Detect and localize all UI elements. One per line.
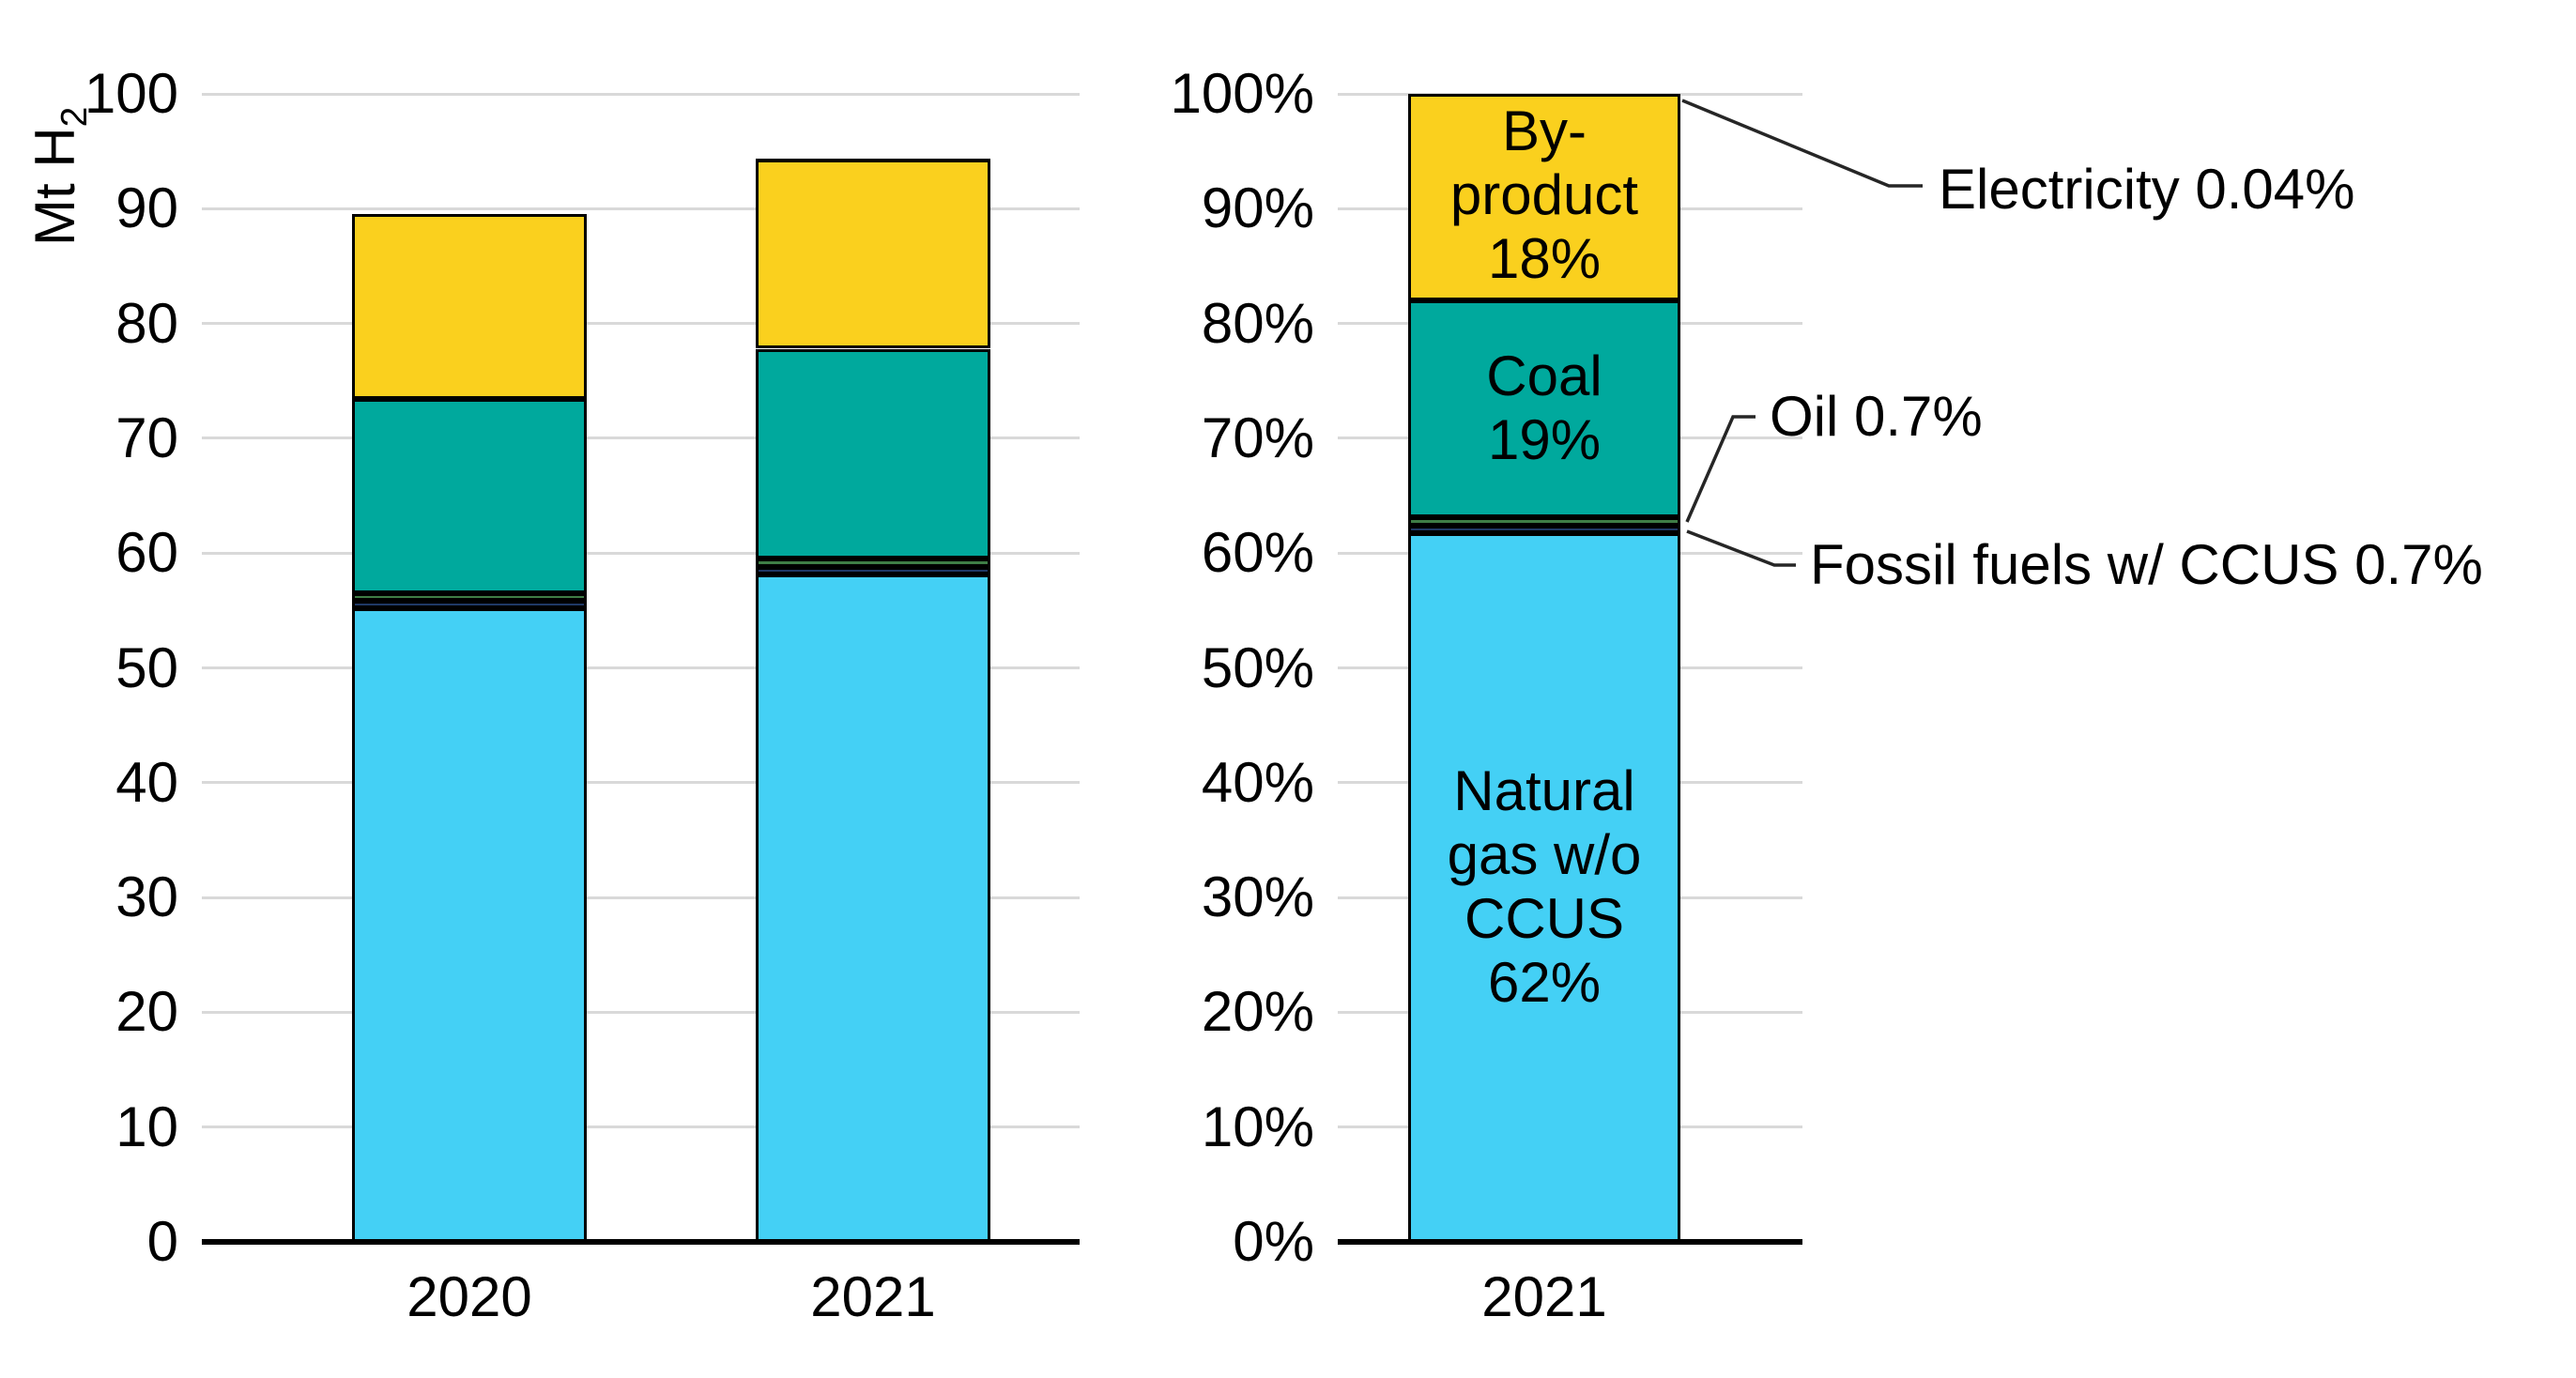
y-tick-label: 100 [84,62,178,125]
y-tick-label: 40 [115,750,178,814]
y-tick-label: 20% [1201,980,1314,1044]
bar-segment-by-product [1408,94,1680,300]
gridline [202,207,1080,210]
segment-label-natural-gas: Natural gas w/o CCUS 62% [1408,759,1680,1015]
segment-label-line: product [1449,163,1639,226]
gridline [202,896,1080,899]
y-tick-label: 60 [115,521,178,585]
y-tick-label: 70 [115,406,178,469]
y-tick-label: 10% [1201,1095,1314,1158]
gridline [202,92,1080,96]
y-axis-title: Mt H2 [23,107,107,246]
segment-label-line: CCUS [1464,887,1624,950]
y-tick-label: 20 [115,980,178,1044]
bar-segment-fossil-fuels-w-ccus [756,566,990,575]
y-tick-label: 0% [1233,1210,1314,1273]
bar-segment-natural-gas-w-o-ccus [352,607,587,1242]
gridline [202,551,1080,555]
y-tick-label: 90 [115,176,178,240]
y-tick-label: 0 [146,1210,178,1273]
annotation-fossil-ccus: Fossil fuels w/ CCUS 0.7% [1810,533,2483,596]
bar-segment-natural-gas-w-o-ccus [756,574,990,1242]
y-axis-title-subscript: 2 [54,106,95,128]
gridline [202,781,1080,785]
bar-segment-fossil-fuels-w-ccus [1408,525,1680,534]
y-tick-label: 80 [115,291,178,355]
y-tick-label: 70% [1201,406,1314,469]
bar-segment-fossil-fuels-w-ccus [352,600,587,608]
leader-line-oil [1685,415,1756,523]
bar-segment-oil [756,559,990,567]
annotation-oil: Oil 0.7% [1770,385,1983,448]
segment-label-line: By- [1502,100,1587,162]
segment-label-line: 19% [1487,408,1602,471]
gridline [202,322,1080,326]
y-tick-label: 30 [115,865,178,929]
y-tick-label: 90% [1201,176,1314,240]
segment-label-line: Coal [1486,344,1602,407]
y-tick-label: 50 [115,635,178,699]
leader-line-fossil-ccus [1686,529,1796,567]
y-tick-label: 40% [1201,750,1314,814]
x-axis-line [1338,1239,1802,1245]
leader-line-electricity [1681,99,1923,188]
y-tick-label: 100% [1170,62,1314,125]
segment-label-line: 62% [1487,951,1602,1014]
bar-segment-natural-gas-w-o-ccus [1408,533,1680,1242]
y-tick-label: 50% [1201,635,1314,699]
bar-segment-by-product [352,214,587,400]
x-tick-left-2020: 2020 [406,1265,532,1328]
y-tick-label: 10 [115,1095,178,1158]
y-tick-label: 80% [1201,291,1314,355]
gridline [202,1010,1080,1014]
bar-segment-by-product [756,159,990,349]
segment-label-line: Natural [1453,759,1635,822]
y-tick-label: 30% [1201,865,1314,929]
segment-label-line: 18% [1487,227,1602,290]
bar-segment-oil [352,593,587,601]
bar-segment-coal [1408,299,1680,517]
x-tick-right-2021: 2021 [1481,1265,1607,1328]
x-axis-line [202,1239,1080,1245]
gridline [202,666,1080,669]
x-tick-left-2021: 2021 [810,1265,936,1328]
annotation-electricity: Electricity 0.04% [1939,158,2355,221]
gridline [202,436,1080,440]
y-tick-label: 60% [1201,521,1314,585]
segment-label-byproduct: By- product 18% [1408,100,1680,291]
y-axis-title-main: Mt H [23,127,86,246]
gridline [202,1125,1080,1129]
bar-segment-coal [352,399,587,593]
segment-label-line: gas w/o [1447,823,1642,886]
bar-segment-coal [756,348,990,559]
segment-label-coal: Coal 19% [1408,344,1680,472]
bar-segment-oil [1408,517,1680,526]
